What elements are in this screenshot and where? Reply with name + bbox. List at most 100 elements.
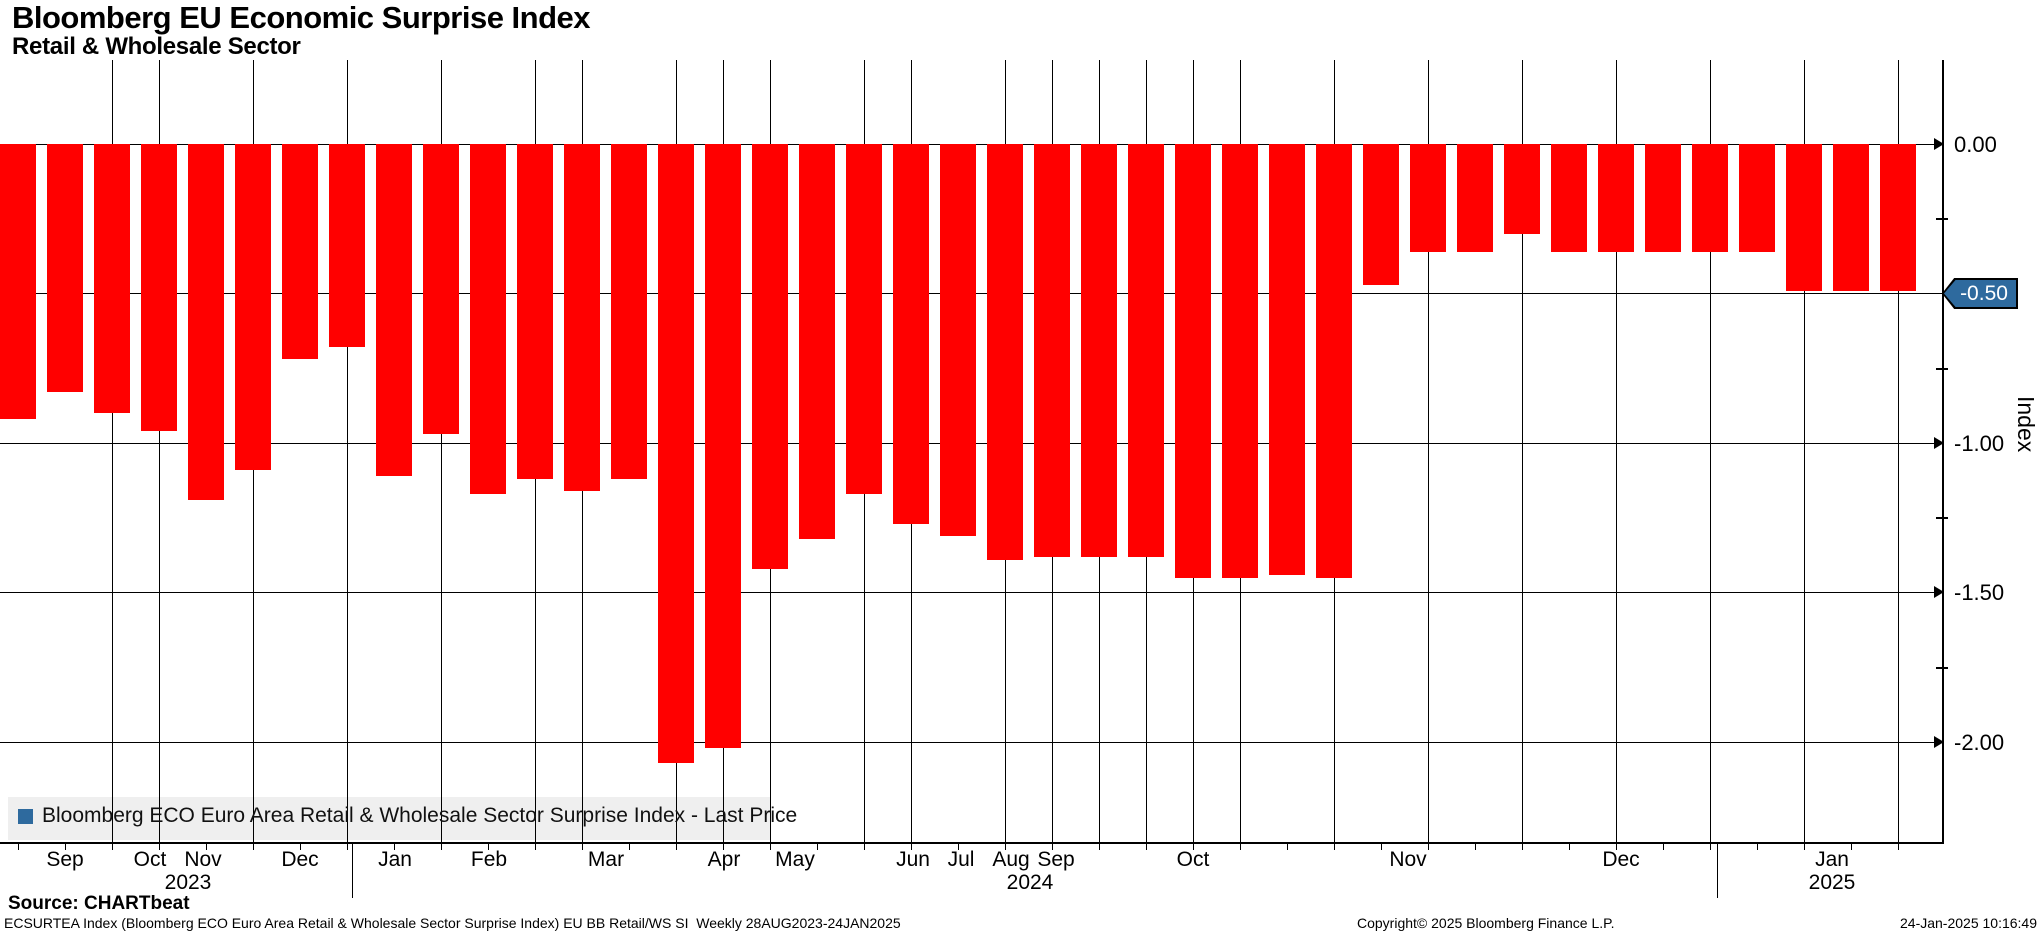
x-tick [676, 844, 677, 850]
x-tick [159, 844, 160, 850]
vertical-gridline [112, 60, 113, 842]
x-tick [441, 844, 442, 850]
data-bar[interactable] [799, 144, 835, 539]
data-bar[interactable] [846, 144, 882, 494]
data-bar[interactable] [1410, 144, 1446, 252]
y-minor-tick [1936, 517, 1948, 519]
data-bar[interactable] [658, 144, 694, 763]
data-bar[interactable] [0, 144, 36, 419]
data-bar[interactable] [1034, 144, 1070, 557]
data-bar[interactable] [1081, 144, 1117, 557]
data-bar[interactable] [1222, 144, 1258, 578]
y-tick-label: -2.00 [1954, 730, 2005, 755]
data-bar[interactable] [235, 144, 271, 470]
x-tick [1898, 844, 1899, 850]
copyright-text: Copyright© 2025 Bloomberg Finance L.P. [1357, 915, 1615, 931]
data-bar[interactable] [705, 144, 741, 748]
x-tick [958, 844, 959, 850]
data-bar[interactable] [94, 144, 130, 413]
data-bar[interactable] [1363, 144, 1399, 285]
year-boundary-tick [352, 844, 353, 898]
x-tick [253, 844, 254, 850]
x-month-label: Feb [470, 848, 508, 871]
x-year-label: 2025 [1808, 871, 1856, 894]
legend-label: Bloomberg ECO Euro Area Retail & Wholesa… [42, 804, 798, 827]
x-month-label: Sep [46, 848, 84, 871]
data-bar[interactable] [423, 144, 459, 434]
x-tick [1052, 844, 1053, 850]
x-tick [65, 844, 66, 850]
data-bar[interactable] [517, 144, 553, 479]
vertical-gridline [159, 60, 160, 842]
vertical-gridline [1522, 60, 1523, 842]
data-bar[interactable] [987, 144, 1023, 560]
vertical-gridline [1898, 60, 1899, 842]
data-bar[interactable] [1692, 144, 1728, 252]
y-minor-tick [1936, 667, 1948, 669]
y-tick-arrow-icon [1934, 138, 1944, 150]
data-bar[interactable] [282, 144, 318, 359]
data-bar[interactable] [188, 144, 224, 500]
x-month-label: Sep [1037, 848, 1075, 871]
x-tick [1005, 844, 1006, 850]
vertical-gridline [347, 60, 348, 842]
data-bar[interactable] [141, 144, 177, 431]
data-bar[interactable] [1786, 144, 1822, 291]
x-tick [1710, 844, 1711, 850]
y-axis-title: Index [2013, 396, 2039, 453]
data-bar[interactable] [1833, 144, 1869, 291]
data-bar[interactable] [1739, 144, 1775, 252]
data-bar[interactable] [1504, 144, 1540, 234]
data-bar[interactable] [1598, 144, 1634, 252]
x-tick [1240, 844, 1241, 850]
data-bar[interactable] [752, 144, 788, 569]
x-month-label: Jan [1815, 848, 1849, 871]
x-tick [18, 844, 19, 850]
x-tick [1099, 844, 1100, 850]
y-minor-tick [1936, 218, 1948, 220]
data-bar[interactable] [1645, 144, 1681, 252]
data-bar[interactable] [470, 144, 506, 494]
x-tick [723, 844, 724, 850]
vertical-gridline [1710, 60, 1711, 842]
data-bar[interactable] [1551, 144, 1587, 252]
y-tick-arrow-icon [1934, 437, 1944, 449]
last-price-badge: -0.50 [1942, 278, 2018, 309]
data-bar[interactable] [611, 144, 647, 479]
data-bar[interactable] [1457, 144, 1493, 252]
x-tick [1616, 844, 1617, 850]
data-bar[interactable] [893, 144, 929, 524]
data-bar[interactable] [1316, 144, 1352, 578]
x-tick [535, 844, 536, 850]
x-tick [629, 844, 630, 850]
x-year-label: 2023 [164, 871, 212, 894]
data-bar[interactable] [1269, 144, 1305, 575]
x-tick [1381, 844, 1382, 850]
data-bar[interactable] [940, 144, 976, 536]
data-bar[interactable] [329, 144, 365, 347]
x-tick [112, 844, 113, 850]
x-axis-line [0, 842, 1944, 844]
y-tick-label: -1.50 [1954, 580, 2005, 605]
x-tick [1428, 844, 1429, 850]
data-bar[interactable] [1128, 144, 1164, 557]
data-bar[interactable] [47, 144, 83, 392]
x-year-label: 2024 [1006, 871, 1054, 894]
data-bar[interactable] [376, 144, 412, 476]
legend-item[interactable]: Bloomberg ECO Euro Area Retail & Wholesa… [18, 804, 797, 828]
x-tick [1851, 844, 1852, 850]
data-bar[interactable] [1175, 144, 1211, 578]
y-tick-arrow-icon [1934, 586, 1944, 598]
data-bar[interactable] [1880, 144, 1916, 291]
x-month-label: Mar [587, 848, 625, 871]
x-month-label: Dec [281, 848, 319, 871]
y-minor-tick [1936, 368, 1948, 370]
x-month-label: Oct [133, 848, 167, 871]
vertical-gridline [1804, 60, 1805, 842]
y-tick-label: -1.00 [1954, 431, 2005, 456]
x-tick [1334, 844, 1335, 850]
legend-box [8, 797, 770, 840]
data-bar[interactable] [564, 144, 600, 491]
y-tick-arrow-icon [1934, 736, 1944, 748]
vertical-gridline [441, 60, 442, 842]
